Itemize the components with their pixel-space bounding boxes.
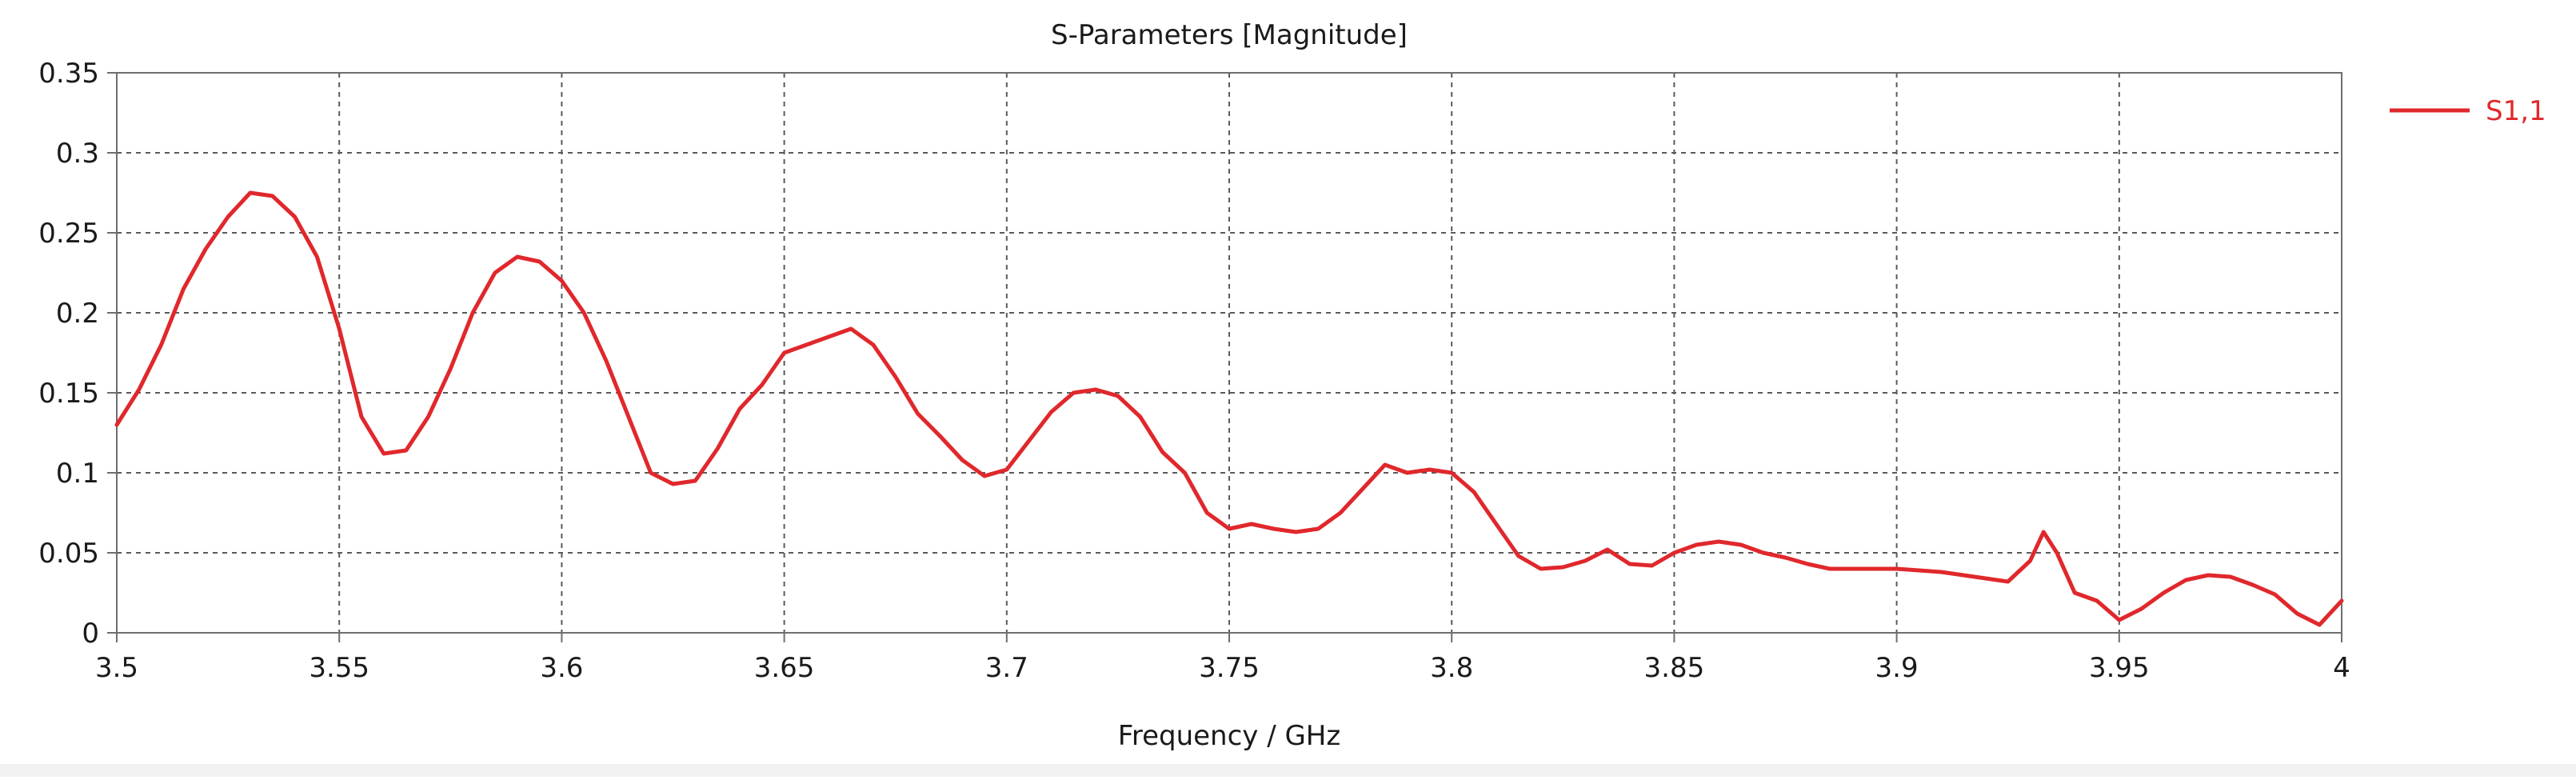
x-tick-label: 3.55: [309, 652, 369, 684]
grid-layer: [117, 73, 2342, 633]
legend: S1,1: [2390, 95, 2546, 127]
x-tick-label: 3.7: [985, 652, 1028, 684]
y-tick-label: 0.3: [56, 138, 99, 170]
x-tick-label: 3.95: [2089, 652, 2150, 684]
y-tick-label: 0.2: [56, 298, 99, 330]
y-tick-label: 0.35: [38, 58, 99, 90]
y-tick-label: 0: [82, 618, 99, 650]
x-tick-label: 4: [2333, 652, 2350, 684]
x-tick-label: 3.85: [1644, 652, 1705, 684]
x-tick-label: 3.8: [1430, 652, 1473, 684]
y-tick-label: 0.05: [38, 538, 99, 570]
x-tick-label: 3.9: [1875, 652, 1919, 684]
status-strip: [0, 764, 2576, 777]
tick-layer: 3.5 3.55 3.6 3.65 3.7 3.75 3.8 3.85 3.9 3.95 4 0 0.0…: [38, 58, 2350, 684]
series-line: [114, 190, 2344, 627]
y-tick-label: 0.15: [38, 378, 99, 410]
y-tick-label: 0.1: [56, 458, 99, 490]
chart-title: S-Parameters [Magnitude]: [1051, 19, 1408, 51]
x-axis-label: Frequency / GHz: [1118, 720, 1340, 752]
x-tick-label: 3.75: [1199, 652, 1260, 684]
x-tick-label: 3.6: [540, 652, 583, 684]
x-tick-label: 3.65: [754, 652, 815, 684]
series-layer: [114, 190, 2344, 627]
y-tick-label: 0.25: [38, 218, 99, 250]
x-tick-label: 3.5: [95, 652, 138, 684]
legend-label: S1,1: [2486, 95, 2546, 127]
